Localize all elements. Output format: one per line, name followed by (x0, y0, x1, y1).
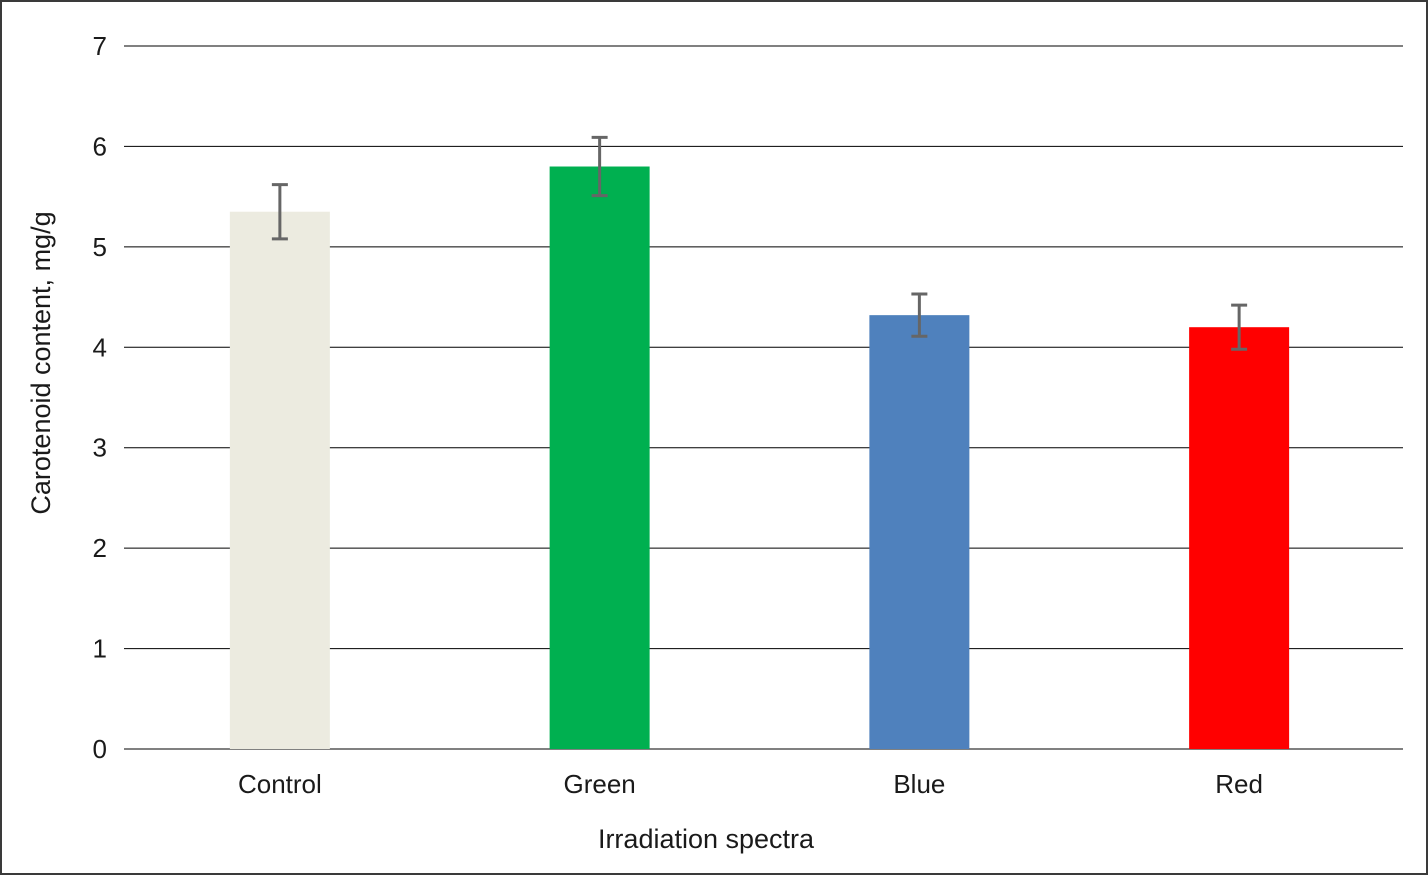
bar-red (1189, 327, 1290, 749)
bars (229, 166, 1290, 749)
y-axis-title: Carotenoid content, mg/g (26, 211, 56, 514)
y-tick-label: 1 (93, 634, 107, 664)
x-axis-ticks: Control Green Blue Red (238, 769, 1263, 799)
y-tick-label: 5 (93, 232, 107, 262)
y-tick-label: 0 (93, 734, 107, 764)
bar-blue (869, 315, 970, 749)
error-bar-green (591, 135, 608, 198)
y-tick-label: 3 (93, 433, 107, 463)
error-bar-control (271, 183, 288, 241)
y-tick-label: 4 (93, 332, 107, 362)
bar-control (229, 211, 330, 749)
error-bars (271, 135, 1248, 351)
x-tick-label-green: Green (563, 769, 635, 799)
error-bar-blue (911, 292, 928, 338)
y-tick-label: 7 (93, 31, 107, 61)
error-bar-red (1231, 303, 1248, 351)
x-tick-label-red: Red (1215, 769, 1263, 799)
x-axis-title: Irradiation spectra (598, 824, 815, 854)
x-tick-label-control: Control (238, 769, 322, 799)
y-tick-label: 6 (93, 131, 107, 161)
y-axis-ticks: 0 1 2 3 4 5 6 7 (93, 31, 107, 764)
bar-green (549, 166, 650, 749)
x-tick-label-blue: Blue (893, 769, 945, 799)
y-tick-label: 2 (93, 533, 107, 563)
